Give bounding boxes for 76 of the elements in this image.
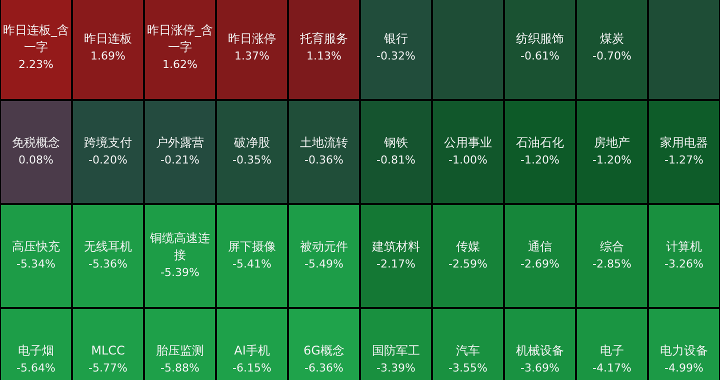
category-label: 昨日连板_含一字 [3,23,69,54]
data-label: -0.81% [376,153,416,166]
category-label: 煤炭 [600,32,624,46]
data-label: -5.41% [232,257,272,270]
category-label: 昨日连板 [84,32,132,46]
category-label: 托育服务 [299,32,348,46]
data-label: -5.39% [160,266,200,279]
data-label: -1.20% [520,153,560,166]
category-label: 铜缆高速连接 [149,231,210,262]
data-label: -0.21% [160,153,200,166]
category-label: 传媒 [456,240,480,254]
category-label: 纺织服饰 [516,32,564,46]
category-label: 房地产 [594,136,630,150]
category-label: 建筑材料 [371,240,420,254]
category-label: 银行 [383,32,408,46]
data-label: -5.34% [16,257,56,270]
category-label: 石油石化 [516,136,564,150]
category-label: 计算机 [666,240,702,254]
data-label: -6.36% [304,361,344,374]
category-label: 屏下摄像 [228,240,276,254]
data-label: 1.69% [90,49,126,62]
category-label: 昨日涨停_含一字 [147,23,213,54]
category-label: 户外露营 [156,136,204,150]
data-label: -6.15% [232,361,272,374]
data-label: -0.36% [304,153,344,166]
data-label: -4.99% [664,361,704,374]
data-label: -5.77% [88,361,128,374]
category-label: 电力设备 [660,344,708,358]
data-label: 1.37% [234,49,270,62]
data-label: 0.08% [18,153,54,166]
category-label: 免税概念 [12,136,60,150]
data-label: -1.27% [664,153,704,166]
category-label: 通信 [528,240,552,254]
category-label: 机械设备 [516,344,564,358]
category-label: MLCC [91,344,125,358]
data-label: -5.36% [88,257,128,270]
data-label: -2.59% [448,257,488,270]
data-label: -3.55% [448,361,488,374]
data-label: -0.70% [592,49,632,62]
category-label: 破净股 [233,136,270,150]
data-label: -1.00% [448,153,488,166]
data-label: -5.49% [304,257,344,270]
category-label: 土地流转 [300,136,348,150]
category-label: 钢铁 [383,136,408,150]
data-label: -3.39% [376,361,416,374]
data-label: -2.85% [592,257,632,270]
category-label: 电子烟 [18,344,54,358]
data-label: -1.20% [592,153,632,166]
data-label: -0.61% [520,49,560,62]
data-label: -2.17% [376,257,416,270]
category-label: 综合 [600,240,624,254]
data-label: -2.69% [520,257,560,270]
data-label: 1.13% [306,49,342,62]
data-label: -0.20% [88,153,128,166]
data-label: -0.32% [376,49,416,62]
data-label: -0.35% [232,153,272,166]
category-label: 被动元件 [300,240,348,254]
category-label: 公用事业 [444,136,492,150]
data-label: -5.64% [16,361,56,374]
category-label: AI手机 [234,344,270,358]
category-label: 家用电器 [660,136,708,150]
data-label: -5.88% [160,361,200,374]
category-label: 高压快充 [12,240,60,254]
category-label: 无线耳机 [84,240,132,254]
data-label: -4.17% [592,361,632,374]
category-label: 国防军工 [372,344,420,358]
data-label: -3.69% [520,361,560,374]
category-label: 昨日涨停 [228,32,276,46]
category-label: 6G概念 [304,344,344,358]
category-label: 汽车 [456,344,480,358]
category-label: 跨境支付 [84,136,132,150]
category-label: 胎压监测 [156,344,204,358]
category-label: 电子 [600,344,624,358]
data-label: -3.26% [664,257,704,270]
data-label: 1.62% [162,58,198,71]
data-label: 2.23% [18,58,54,71]
